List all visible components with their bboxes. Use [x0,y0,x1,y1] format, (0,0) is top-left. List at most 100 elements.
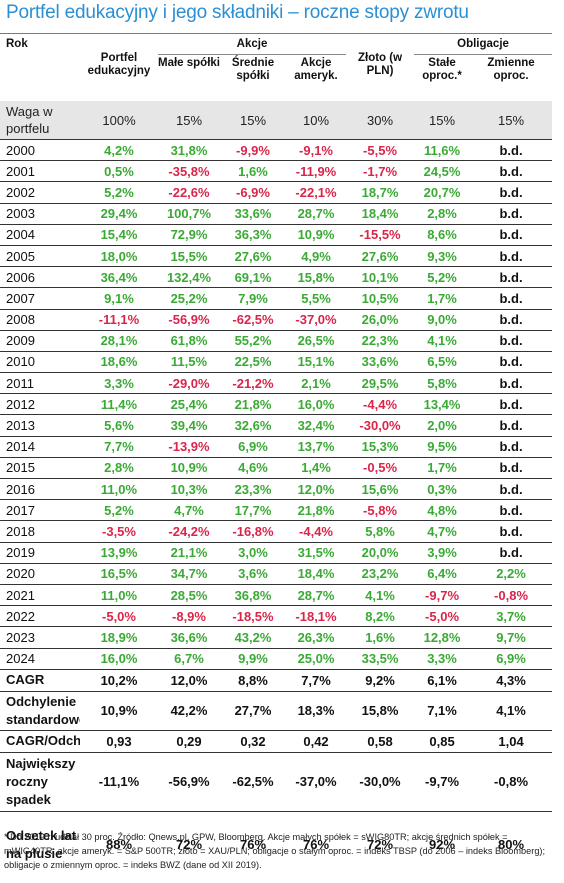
summary-cell: 4,3% [470,668,553,692]
return-cell: 3,9% [414,541,471,564]
return-cell: 61,8% [158,329,220,352]
return-cell: 12,8% [414,626,471,648]
table-row: 2003 29,4% 100,7% 33,6% 28,7% 18,4% 2,8% b.d. [0,202,553,225]
header-male: Małe spółki [158,57,220,69]
return-cell: -11,9% [286,160,347,182]
return-cell: b.d. [470,160,553,182]
return-cell: 28,1% [80,329,158,352]
return-cell: 9,1% [80,287,158,309]
year-cell: 2007 [0,287,80,309]
header-obligacje: Obligacje [414,38,553,55]
year-cell: 2012 [0,393,80,415]
return-cell: b.d. [470,202,553,225]
summary-cell: 92% [414,810,471,878]
return-cell: 24,5% [414,160,471,182]
return-cell: 11,0% [80,477,158,500]
summary-label: Odsetek lat na plusie [0,810,80,878]
table-row: 2017 5,2% 4,7% 17,7% 21,8% -5,8% 4,8% b.d. [0,499,553,521]
return-cell: b.d. [470,350,553,373]
return-cell: 15,1% [286,350,347,373]
return-cell: 4,6% [220,456,286,479]
summary-cell: 88% [80,810,158,878]
return-cell: 13,4% [414,393,471,415]
return-cell: 15,6% [346,477,415,500]
summary-cell: 18,3% [286,690,347,731]
summary-cell: 0,32 [220,729,286,753]
year-cell: 2002 [0,181,80,204]
summary-label: Odchylenie standardowe [0,690,80,731]
summary-cell: 6,1% [414,668,471,692]
return-cell: 2,8% [80,456,158,479]
summary-cell: 72% [158,810,220,878]
summary-cell: 42,2% [158,690,220,731]
return-cell: -11,1% [80,308,158,331]
year-cell: 2013 [0,414,80,437]
year-cell: 2005 [0,244,80,267]
return-cell: 16,0% [80,647,158,670]
table-row: 2007 9,1% 25,2% 7,9% 5,5% 10,5% 1,7% b.d. [0,287,553,309]
summary-label: CAGR [0,668,80,692]
return-cell: 9,5% [414,435,471,458]
return-cell: -37,0% [286,308,347,331]
return-cell: 15,4% [80,223,158,246]
summary-cell: 76% [220,810,286,878]
return-cell: 132,4% [158,266,220,288]
summary-cell: 0,42 [286,729,347,753]
summary-cell: -11,1% [80,751,158,812]
return-cell: b.d. [470,181,553,204]
return-cell: 29,5% [346,372,415,394]
return-cell: 9,3% [414,244,471,267]
return-cell: -5,0% [414,605,471,627]
return-cell: 11,4% [80,393,158,415]
return-cell: b.d. [470,223,553,246]
year-cell: 2019 [0,541,80,564]
return-cell: -13,9% [158,435,220,458]
year-cell: 2017 [0,499,80,521]
return-cell: 7,7% [80,435,158,458]
year-cell: 2023 [0,626,80,648]
return-cell: b.d. [470,372,553,394]
return-cell: 34,7% [158,562,220,585]
return-cell: 6,4% [414,562,471,585]
return-cell: 8,6% [414,223,471,246]
return-cell: 72,9% [158,223,220,246]
summary-cell: -9,7% [414,751,471,812]
summary-label: Największy roczny spadek [0,751,80,812]
return-cell: 9,9% [220,647,286,670]
header-amer: Akcje ameryk. [294,57,338,82]
header-zloto: Złoto (w PLN) [357,52,403,77]
year-cell: 2016 [0,477,80,500]
return-cell: -5,8% [346,499,415,521]
return-cell: 36,8% [220,583,286,606]
return-cell: 3,0% [220,541,286,564]
return-cell: 5,5% [286,287,347,309]
return-cell: 5,2% [80,181,158,204]
return-cell: 39,4% [158,414,220,437]
return-cell: b.d. [470,287,553,309]
return-cell: 5,8% [346,520,415,543]
return-cell: 28,7% [286,202,347,225]
return-cell: 7,9% [220,287,286,309]
summary-cell: 7,1% [414,690,471,731]
weight-cell: 15% [220,101,286,140]
header-rok: Rok [6,38,28,50]
return-cell: 4,7% [158,499,220,521]
return-cell: 11,5% [158,350,220,373]
return-cell: -22,6% [158,181,220,204]
summary-row: CAGR 10,2% 12,0% 8,8% 7,7% 9,2% 6,1% 4,3% [0,668,553,692]
return-cell: 2,2% [470,562,553,585]
table-row: 2011 3,3% -29,0% -21,2% 2,1% 29,5% 5,8% b.d. [0,372,553,394]
return-cell: 4,7% [414,520,471,543]
table-row: 2004 15,4% 72,9% 36,3% 10,9% -15,5% 8,6% b.d. [0,223,553,246]
year-cell: 2000 [0,138,80,161]
header-stale: Stałe oproc.* [422,57,462,82]
return-cell: 5,2% [414,266,471,288]
return-cell: 69,1% [220,266,286,288]
return-cell: -21,2% [220,372,286,394]
table-row: 2008 -11,1% -56,9% -62,5% -37,0% 26,0% 9,0% b.d… [0,308,553,331]
summary-cell: 15,8% [346,690,415,731]
return-cell: 4,9% [286,244,347,267]
title-rule [0,33,552,34]
return-cell: 20,0% [346,541,415,564]
return-cell: 18,0% [80,244,158,267]
